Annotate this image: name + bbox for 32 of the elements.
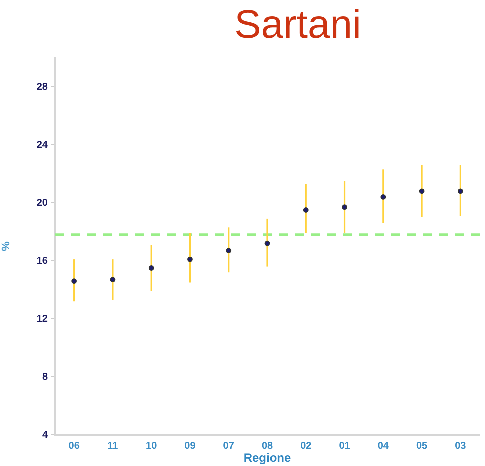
y-tick-label: 8: [42, 372, 48, 383]
y-tick-label: 20: [36, 198, 48, 209]
x-tick-label: 06: [68, 440, 80, 452]
point: [72, 278, 78, 284]
y-tick-label: 12: [36, 314, 48, 325]
x-tick-label: 04: [378, 440, 390, 452]
chart-title: Sartani: [234, 2, 362, 48]
point: [226, 248, 232, 254]
point: [458, 188, 464, 194]
point: [303, 208, 309, 213]
x-tick-label: 10: [146, 440, 158, 452]
point: [264, 240, 270, 246]
x-tick-label: 08: [262, 440, 274, 452]
y-tick-label: 16: [36, 256, 48, 267]
x-tick-label: 03: [455, 440, 467, 452]
x-tick-label: 01: [339, 440, 351, 452]
x-tick-label: 11: [108, 440, 119, 452]
point: [419, 188, 425, 194]
point: [188, 256, 193, 262]
point: [110, 277, 116, 283]
x-axis-title: Regione: [244, 451, 292, 466]
x-tick-label: 05: [416, 440, 428, 452]
y-tick-label: 24: [36, 140, 48, 151]
point: [342, 204, 348, 210]
y-tick-label: 4: [42, 430, 48, 441]
x-tick-label: 07: [223, 440, 235, 452]
y-axis-title: %: [0, 241, 13, 252]
point: [380, 194, 386, 200]
x-tick-label: 09: [184, 440, 196, 452]
x-tick-label: 02: [300, 440, 312, 452]
point: [148, 266, 154, 271]
y-tick-label: 28: [36, 82, 48, 93]
